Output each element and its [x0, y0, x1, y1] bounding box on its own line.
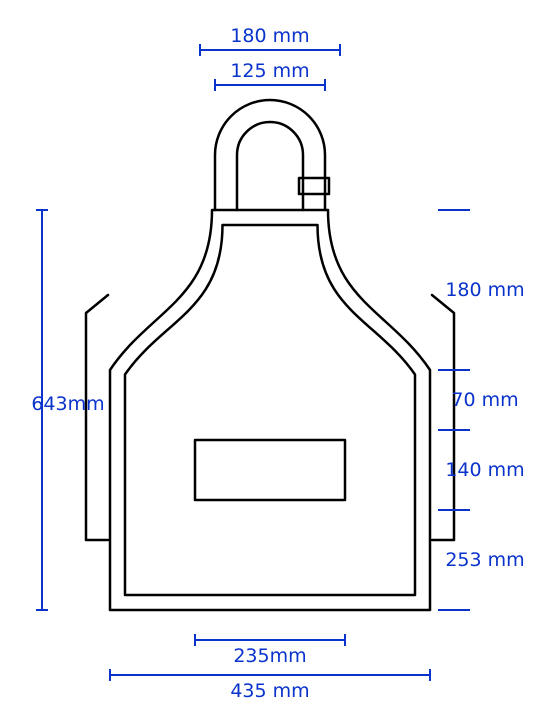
neck-strap-inner	[237, 122, 303, 210]
dim-right-label-1: 70 mm	[451, 389, 518, 411]
waist-strap-left	[86, 295, 108, 540]
dim-top-outer-label: 180 mm	[230, 25, 309, 47]
apron-body-inner	[125, 225, 415, 595]
pocket	[195, 440, 345, 500]
dim-left-height-label: 643mm	[31, 393, 104, 415]
dim-right-label-0: 180 mm	[445, 279, 524, 301]
waist-strap-right	[432, 295, 454, 540]
dim-top-inner-label: 125 mm	[230, 60, 309, 82]
dim-right-label-3: 253 mm	[445, 549, 524, 571]
apron-dimension-diagram: 180 mm 125 mm 643mm 180 mm 70 mm 140 mm 253 mm…	[0, 0, 540, 720]
dim-bottom-pocket-label: 235mm	[233, 645, 306, 667]
dim-right-label-2: 140 mm	[445, 459, 524, 481]
apron-body-outer	[110, 210, 430, 610]
dim-bottom-width-label: 435 mm	[230, 680, 309, 702]
